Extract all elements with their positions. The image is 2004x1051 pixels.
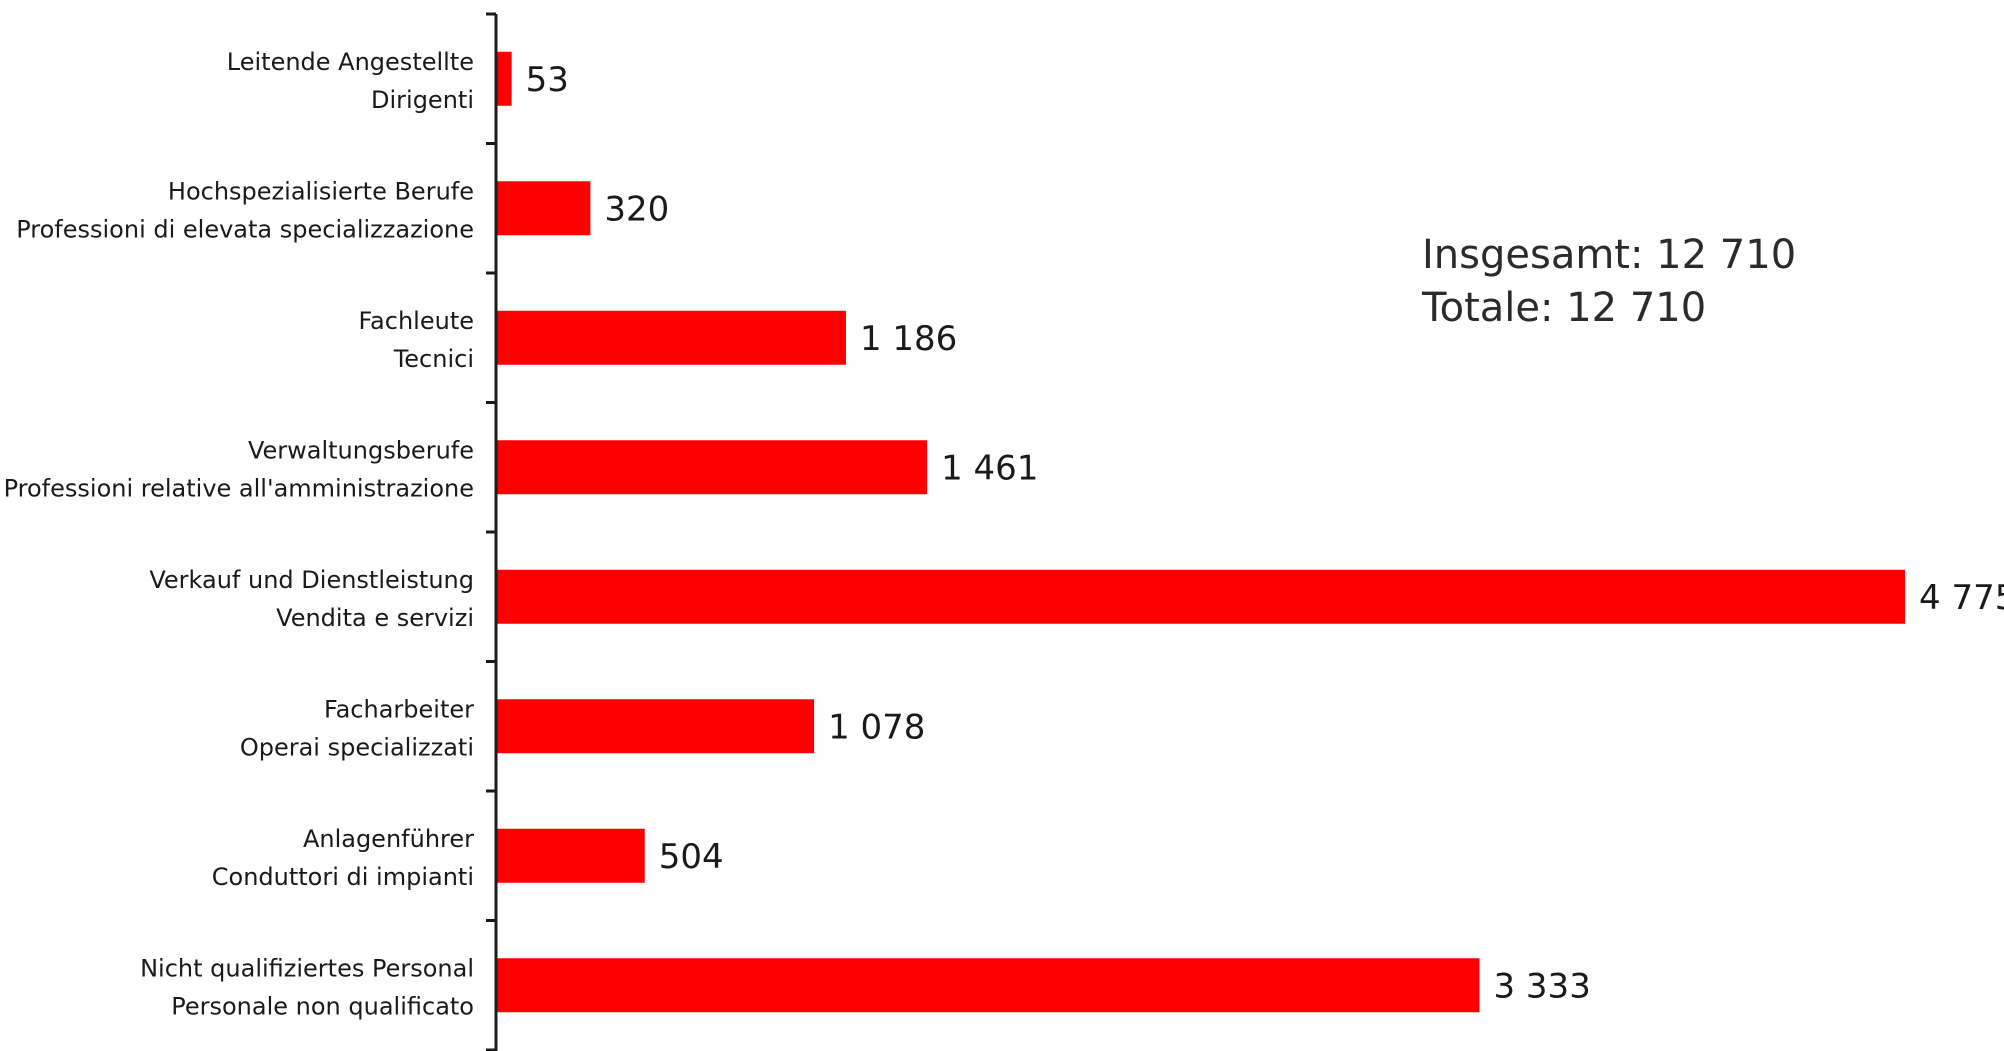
bar bbox=[496, 181, 591, 236]
category-label: Verkauf und Dienstleistung bbox=[149, 566, 474, 594]
bar-value-label: 53 bbox=[526, 60, 569, 100]
bars-group bbox=[496, 51, 1905, 1013]
bar-value-label: 1 186 bbox=[860, 319, 957, 359]
category-label: Anlagenführer bbox=[303, 825, 474, 853]
category-label: Verwaltungsberufe bbox=[248, 436, 474, 464]
category-label: Leitende Angestellte bbox=[227, 48, 474, 76]
bar-value-label: 4 775 bbox=[1919, 578, 2004, 618]
bar bbox=[496, 51, 512, 106]
category-label: Dirigenti bbox=[371, 86, 474, 114]
bar bbox=[496, 699, 815, 754]
category-label: Vendita e servizi bbox=[276, 604, 474, 632]
bar bbox=[496, 569, 1905, 624]
bar bbox=[496, 440, 928, 495]
category-label: Nicht qualifiziertes Personal bbox=[140, 954, 474, 982]
category-label: Operai specializzati bbox=[240, 733, 474, 761]
bar-value-label: 1 078 bbox=[828, 707, 925, 747]
category-label: Tecnici bbox=[393, 345, 474, 373]
category-label: Fachleute bbox=[358, 307, 474, 335]
y-axis bbox=[486, 12, 498, 1051]
bar-value-label: 3 333 bbox=[1493, 966, 1590, 1006]
value-labels: 53 320 1 186 1 461 4 775 1 078 504 3 333 bbox=[526, 60, 2004, 1007]
category-label: Facharbeiter bbox=[324, 695, 474, 723]
category-label: Personale non qualificato bbox=[171, 992, 474, 1020]
bar bbox=[496, 828, 645, 883]
category-label: Professioni relative all'amministrazione bbox=[4, 474, 474, 502]
bar bbox=[496, 958, 1480, 1013]
bar bbox=[496, 310, 846, 365]
category-label: Conduttori di impianti bbox=[212, 863, 474, 891]
bar-value-label: 504 bbox=[659, 837, 724, 877]
bar-value-label: 1 461 bbox=[941, 448, 1038, 488]
category-label: Hochspezialisierte Berufe bbox=[168, 177, 474, 205]
bar-value-label: 320 bbox=[604, 189, 669, 229]
category-labels: Leitende Angestellte Dirigenti Hochspezial… bbox=[4, 48, 475, 1021]
total-annotation-de: Insgesamt: 12 710 bbox=[1422, 232, 1796, 278]
total-annotation-it: Totale: 12 710 bbox=[1421, 285, 1706, 331]
category-label: Professioni di elevata specializzazione bbox=[16, 215, 474, 243]
